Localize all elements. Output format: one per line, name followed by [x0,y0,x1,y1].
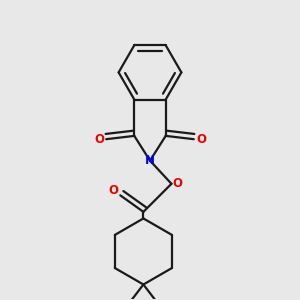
Text: O: O [196,133,206,146]
Text: O: O [109,184,119,197]
Text: O: O [172,177,182,190]
Text: N: N [145,154,155,167]
Text: O: O [94,133,104,146]
